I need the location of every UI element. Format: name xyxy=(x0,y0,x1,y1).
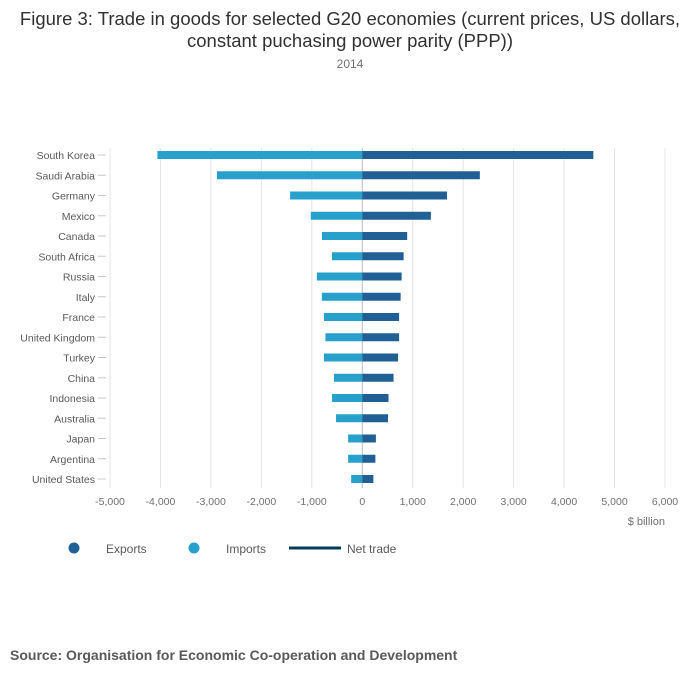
imports-bar-10 xyxy=(323,353,363,362)
exports-bar-11 xyxy=(362,373,394,382)
category-label-13: Australia xyxy=(54,413,95,425)
category-labels: South Korea Saudi Arabia Germany Mexico Cana… xyxy=(20,150,106,486)
exports-bar-12 xyxy=(362,394,389,402)
exports-bar-15 xyxy=(362,454,376,463)
legend: Exports Imports Net trade xyxy=(68,542,397,556)
category-label-14: Japan xyxy=(66,434,95,446)
exports-bar-2 xyxy=(362,191,448,200)
category-label-0: South Korea xyxy=(37,150,96,162)
category-label-5: South Africa xyxy=(38,251,95,263)
exports-bar-1 xyxy=(362,171,480,180)
imports-bar-14 xyxy=(348,434,363,443)
legend-net-trade-label: Net trade xyxy=(347,542,397,556)
x-axis-label: $ billion xyxy=(628,516,665,528)
source-note: Source: Organisation for Economic Co-ope… xyxy=(10,647,458,663)
imports-bar-3 xyxy=(310,211,363,220)
bar-chart: South Korea Saudi Arabia Germany Mexico Cana… xyxy=(20,148,678,556)
legend-exports-marker xyxy=(68,542,80,554)
category-label-4: Canada xyxy=(58,231,95,243)
exports-bar-9 xyxy=(362,333,400,342)
imports-bar-4 xyxy=(321,232,363,240)
category-label-9: United Kingdom xyxy=(20,332,95,344)
x-tick-label-6: 1,000 xyxy=(400,496,426,508)
exports-bar-7 xyxy=(362,292,401,301)
x-tick-label-1: -4,000 xyxy=(146,496,176,508)
imports-bar-0 xyxy=(157,151,363,159)
imports-bar-15 xyxy=(348,454,363,463)
exports-bar-6 xyxy=(362,272,402,281)
imports-bar-8 xyxy=(323,313,363,321)
category-label-7: Italy xyxy=(76,292,96,304)
imports-bar-7 xyxy=(321,292,363,301)
x-tick-label-4: -1,000 xyxy=(297,496,327,508)
x-tick-label-5: 0 xyxy=(359,496,365,508)
x-tick-label-2: -3,000 xyxy=(196,496,226,508)
category-label-10: Turkey xyxy=(63,353,95,365)
exports-bar-13 xyxy=(362,414,389,423)
legend-imports-label: Imports xyxy=(226,542,266,556)
imports-bar-2 xyxy=(290,191,363,200)
imports-bar-1 xyxy=(216,171,363,180)
exports-bar-5 xyxy=(362,252,404,261)
x-tick-label-3: -2,000 xyxy=(246,496,276,508)
legend-imports-marker xyxy=(188,542,200,554)
exports-bar-3 xyxy=(362,211,431,220)
x-tick-label-8: 3,000 xyxy=(500,496,526,508)
chart-title: Figure 3: Trade in goods for selected G2… xyxy=(19,8,681,51)
imports-bar-6 xyxy=(316,272,363,281)
imports-bar-12 xyxy=(332,394,363,402)
exports-bar-14 xyxy=(362,434,376,443)
category-label-6: Russia xyxy=(63,272,95,284)
gridlines xyxy=(109,148,666,488)
x-tick-label-11: 6,000 xyxy=(652,496,678,508)
category-label-11: China xyxy=(68,373,96,385)
category-label-2: Germany xyxy=(52,191,96,203)
category-label-8: France xyxy=(62,312,95,324)
x-tick-label-10: 5,000 xyxy=(601,496,627,508)
x-axis-ticks: -5,000 -4,000 -3,000 -2,000 -1,000 0 1,000 2,00… xyxy=(95,496,678,508)
category-label-1: Saudi Arabia xyxy=(35,170,95,182)
imports-bar-11 xyxy=(334,373,363,382)
exports-bar-4 xyxy=(362,232,408,240)
exports-bar-0 xyxy=(362,151,594,159)
x-tick-label-0: -5,000 xyxy=(95,496,125,508)
exports-bar-8 xyxy=(362,313,400,321)
exports-bar-10 xyxy=(362,353,399,362)
legend-exports-label: Exports xyxy=(106,542,147,556)
x-tick-label-9: 4,000 xyxy=(551,496,577,508)
exports-bar-16 xyxy=(362,475,374,483)
category-label-16: United States xyxy=(32,474,95,486)
imports-bar-16 xyxy=(351,475,363,483)
imports-bar-9 xyxy=(325,333,363,342)
imports-bar-13 xyxy=(336,414,363,423)
x-tick-label-7: 2,000 xyxy=(450,496,476,508)
chart-subtitle: 2014 xyxy=(336,57,364,71)
imports-bar-5 xyxy=(332,252,363,261)
category-label-15: Argentina xyxy=(50,454,95,466)
category-label-3: Mexico xyxy=(62,211,95,223)
bars xyxy=(157,151,594,483)
category-label-12: Indonesia xyxy=(49,393,95,405)
